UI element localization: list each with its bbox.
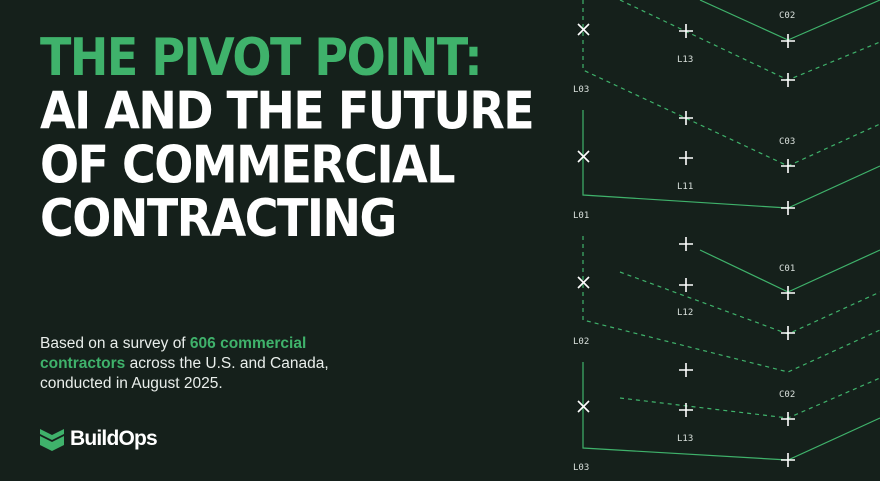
zigzag-line-solid bbox=[582, 110, 880, 209]
plus-icon bbox=[781, 412, 795, 426]
node-label: C02 bbox=[779, 390, 795, 400]
plus-icon bbox=[679, 278, 693, 292]
zigzag-line-dashed bbox=[582, 0, 880, 167]
plus-icon bbox=[679, 151, 693, 165]
cross-icon bbox=[577, 23, 590, 36]
description-highlight: 606 commercial contractors bbox=[40, 335, 307, 372]
buildops-chevron-logo-icon bbox=[40, 429, 64, 451]
plus-icon bbox=[781, 73, 795, 87]
plus-icon bbox=[679, 237, 693, 251]
plus-icon bbox=[679, 403, 693, 417]
zigzag-line-dashed bbox=[619, 271, 880, 335]
title-line-3: of Commercial bbox=[40, 134, 456, 195]
plus-icon bbox=[781, 34, 795, 48]
plus-icon bbox=[781, 286, 795, 300]
title-line-2: AI and the Future bbox=[40, 80, 535, 141]
network-pattern: C02 L13 L03 C03 L11 L01 C01 L12 L02 C02 … bbox=[573, 0, 880, 473]
zigzag-line-dashed bbox=[582, 236, 880, 373]
cross-markers bbox=[577, 23, 590, 413]
plus-icon bbox=[781, 326, 795, 340]
cross-icon bbox=[577, 276, 590, 289]
survey-description: Based on a survey of 606 commercial cont… bbox=[40, 334, 380, 394]
title-line-4: Contracting bbox=[40, 187, 397, 249]
plus-icon bbox=[781, 159, 795, 173]
node-label: L12 bbox=[677, 308, 693, 318]
node-label: L02 bbox=[573, 337, 589, 347]
buildops-logo: BuildOps bbox=[40, 425, 158, 453]
node-label: L03 bbox=[573, 85, 589, 95]
title-line-1: The Pivot Point: bbox=[40, 26, 483, 88]
description-prefix: Based on a survey of bbox=[40, 335, 190, 352]
description-suffix: across the U.S. and Canada, conducted in… bbox=[40, 355, 329, 392]
node-label: L13 bbox=[677, 55, 693, 65]
plus-icon bbox=[679, 111, 693, 125]
cross-icon bbox=[577, 150, 590, 163]
plus-icon bbox=[781, 201, 795, 215]
node-label: C03 bbox=[779, 137, 795, 147]
node-label: L11 bbox=[677, 182, 693, 192]
report-title: The Pivot Point: AI and the Future of Co… bbox=[40, 26, 535, 249]
plus-markers bbox=[679, 24, 795, 467]
node-label: L03 bbox=[573, 463, 589, 473]
plus-icon bbox=[781, 453, 795, 467]
plus-icon bbox=[679, 24, 693, 38]
zigzag-line-dashed bbox=[619, 377, 880, 419]
node-label: L13 bbox=[677, 434, 693, 444]
zigzag-line-dashed bbox=[619, 0, 880, 81]
node-label: C02 bbox=[779, 11, 795, 21]
cross-icon bbox=[577, 400, 590, 413]
node-label: C01 bbox=[779, 264, 795, 274]
node-label: L01 bbox=[573, 211, 589, 221]
plus-icon bbox=[679, 363, 693, 377]
brand-name: BuildOps bbox=[70, 427, 158, 450]
